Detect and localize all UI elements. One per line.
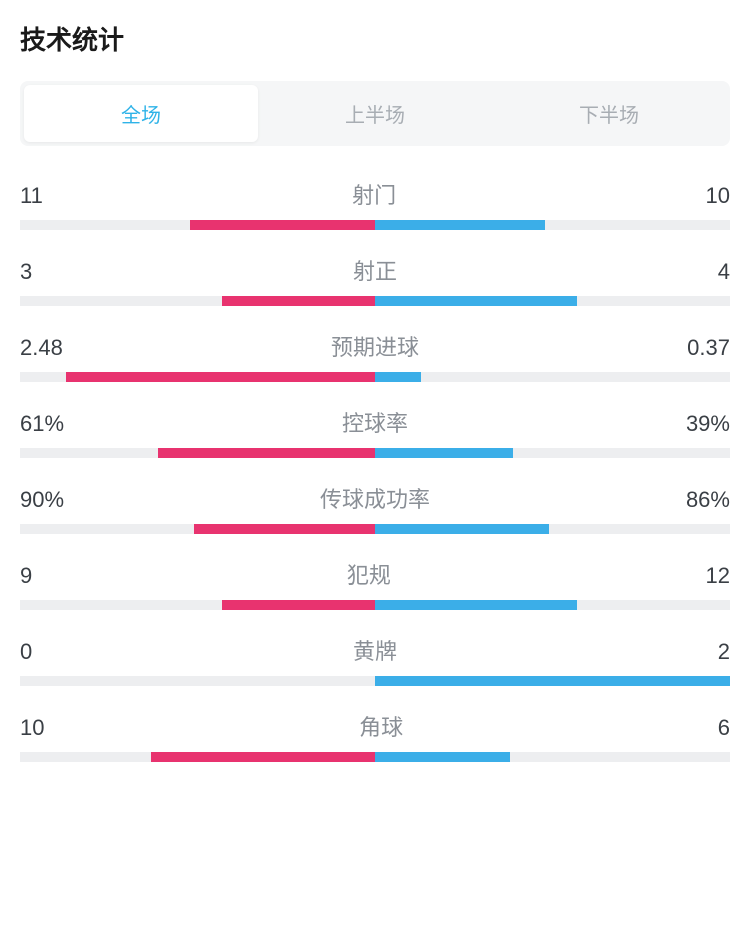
period-tabs: 全场上半场下半场: [20, 81, 730, 146]
bar-fill-right: [375, 220, 545, 230]
stat-header: 61% 控球率 39%: [20, 406, 730, 438]
stat-value-right: 0.37: [687, 335, 730, 361]
stat-label: 角球: [359, 710, 403, 742]
bar-fill-left: [151, 752, 375, 762]
stat-value-left: 10: [20, 715, 44, 741]
stat-label: 黄牌: [353, 634, 397, 666]
stat-row: 10 角球 6: [20, 710, 730, 762]
bar-fill-left: [222, 296, 375, 306]
stat-value-right: 10: [706, 183, 730, 209]
stat-value-right: 2: [718, 639, 730, 665]
stat-header: 11 射门 10: [20, 178, 730, 210]
bar-fill-right: [375, 448, 513, 458]
bar-fill-left: [158, 448, 375, 458]
bar-fill-right: [375, 752, 510, 762]
stat-label: 预期进球: [331, 330, 419, 362]
stat-value-left: 9: [20, 563, 32, 589]
bar-fill-left: [194, 524, 375, 534]
bar-fill-right: [375, 676, 730, 686]
stat-bar: [20, 524, 730, 534]
stat-row: 3 射正 4: [20, 254, 730, 306]
stat-header: 90% 传球成功率 86%: [20, 482, 730, 514]
bar-fill-right: [375, 296, 577, 306]
stat-value-right: 86%: [686, 487, 730, 513]
stat-label: 控球率: [342, 406, 408, 438]
bar-fill-right: [375, 524, 549, 534]
stat-header: 9 犯规 12: [20, 558, 730, 590]
stat-value-left: 90%: [20, 487, 64, 513]
stat-row: 11 射门 10: [20, 178, 730, 230]
stat-value-right: 4: [718, 259, 730, 285]
stat-header: 2.48 预期进球 0.37: [20, 330, 730, 362]
stat-header: 0 黄牌 2: [20, 634, 730, 666]
stats-list: 11 射门 10 3 射正 4 2.48 预期进球 0.37 61% 控球率 39% 90% 传球成功率 8…: [20, 178, 730, 762]
stat-header: 10 角球 6: [20, 710, 730, 742]
stat-value-left: 3: [20, 259, 32, 285]
stat-value-left: 0: [20, 639, 32, 665]
stat-bar: [20, 676, 730, 686]
stat-value-left: 11: [20, 183, 43, 209]
tab-1[interactable]: 上半场: [258, 85, 492, 142]
bar-fill-left: [222, 600, 375, 610]
stat-label: 传球成功率: [320, 482, 430, 514]
tab-0[interactable]: 全场: [24, 85, 258, 142]
stat-bar: [20, 448, 730, 458]
stat-bar: [20, 752, 730, 762]
bar-fill-right: [375, 372, 421, 382]
stat-row: 61% 控球率 39%: [20, 406, 730, 458]
stat-label: 射正: [353, 254, 397, 286]
stat-row: 0 黄牌 2: [20, 634, 730, 686]
stat-value-right: 6: [718, 715, 730, 741]
stat-row: 2.48 预期进球 0.37: [20, 330, 730, 382]
stat-label: 犯规: [347, 558, 391, 590]
stat-label: 射门: [352, 178, 396, 210]
stat-header: 3 射正 4: [20, 254, 730, 286]
stat-row: 90% 传球成功率 86%: [20, 482, 730, 534]
stat-value-right: 39%: [686, 411, 730, 437]
stat-value-left: 2.48: [20, 335, 63, 361]
stat-bar: [20, 372, 730, 382]
tab-2[interactable]: 下半场: [492, 85, 726, 142]
bar-fill-left: [66, 372, 375, 382]
stat-bar: [20, 296, 730, 306]
page-title: 技术统计: [20, 20, 730, 57]
stat-bar: [20, 220, 730, 230]
stat-row: 9 犯规 12: [20, 558, 730, 610]
stat-bar: [20, 600, 730, 610]
bar-fill-right: [375, 600, 577, 610]
stat-value-left: 61%: [20, 411, 64, 437]
stat-value-right: 12: [706, 563, 730, 589]
bar-fill-left: [190, 220, 375, 230]
